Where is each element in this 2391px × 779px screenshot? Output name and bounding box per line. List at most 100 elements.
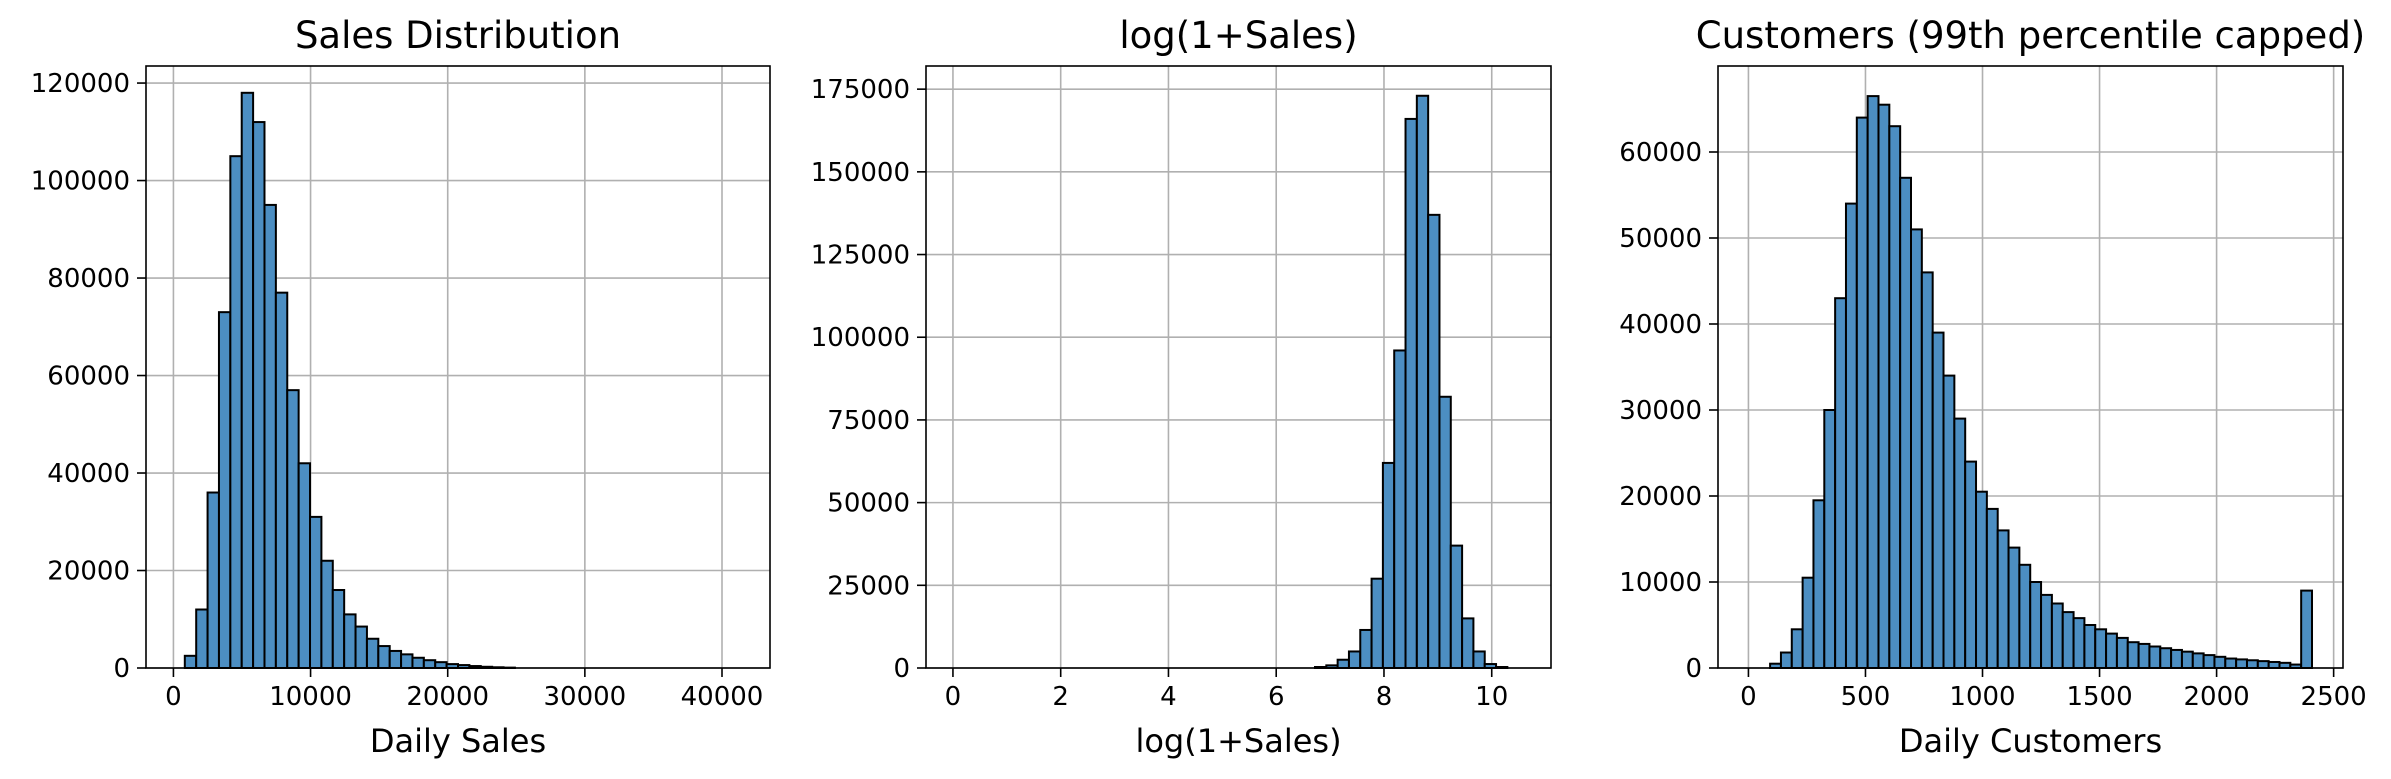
customers-histogram-bar-7 [1844, 202, 1858, 669]
sales-histogram-bar-7 [263, 203, 277, 670]
customers-x-tick-label-5: 2500 [2301, 682, 2367, 712]
customers-histogram-bar-34 [2137, 642, 2151, 669]
customers-y-tick-label-5: 50000 [1619, 224, 1702, 254]
sales-histogram-bar-10 [297, 462, 312, 669]
customers-histogram-bar-16 [1942, 374, 1956, 669]
sales-x-tick-label-2: 20000 [406, 682, 489, 712]
sales-histogram-bar-17 [377, 645, 391, 669]
log-sales-x-tick-label-5: 10 [1475, 682, 1508, 712]
customers-histogram-bar-4 [1812, 499, 1826, 669]
customers-histogram-bar-9 [1866, 95, 1880, 670]
customers-histogram-bar-39 [2191, 652, 2205, 670]
sales-histogram-bar-4 [229, 155, 243, 669]
customers-histogram-bar-46 [2267, 660, 2281, 669]
log-sales-x-axis-label: log(1+Sales) [1135, 722, 1341, 760]
customers-histogram-bar-13 [1910, 228, 1923, 669]
log-sales-y-tick-label-3: 75000 [827, 406, 910, 436]
customers-y-tick-label-0: 0 [1685, 654, 1702, 684]
sales-x-tick-label-1: 10000 [269, 682, 352, 712]
log-sales-y-tick-label-2: 50000 [827, 489, 910, 519]
customers-y-tick-label-6: 60000 [1619, 138, 1702, 168]
customers-histogram-bar-12 [1899, 176, 1913, 670]
customers-histogram-bar-42 [2224, 657, 2238, 669]
sales-histogram-bar-21 [422, 659, 437, 669]
sales-histogram-bar-11 [309, 515, 323, 669]
customers-histogram-bar-28 [2072, 617, 2086, 669]
customers-x-tick-label-4: 2000 [2184, 682, 2250, 712]
sales-y-tick-label-5: 100000 [31, 167, 130, 197]
log-sales-histogram-bar-2 [1336, 658, 1350, 670]
customers-histogram-bar-21 [1996, 529, 2010, 670]
customers-x-tick-label-2: 1000 [1949, 682, 2015, 712]
customers-histogram-bar-8 [1855, 116, 1869, 670]
customers-histogram-bar-11 [1888, 125, 1902, 669]
log-sales-histogram-bar-10 [1427, 213, 1441, 669]
customers-histogram-bar-5 [1823, 409, 1837, 669]
sales-histogram-bar-2 [206, 491, 220, 669]
customers-histogram-bar-32 [2115, 636, 2129, 670]
sales-histogram-bar-6 [252, 121, 266, 669]
customers-y-tick-label-3: 30000 [1619, 396, 1702, 426]
customers-histogram-bar-26 [2050, 602, 2064, 669]
sales-histogram-bar-15 [354, 625, 368, 669]
customers-histogram-bar-22 [2007, 546, 2021, 669]
customers-histogram-bar-49 [2300, 589, 2314, 669]
customers-histogram-bar-23 [2018, 563, 2032, 669]
log-sales-y-tick-label-7: 175000 [811, 75, 910, 105]
log-sales-y-tick-label-1: 25000 [827, 571, 910, 601]
customers-histogram-bar-31 [2105, 632, 2118, 669]
sales-histogram-bar-3 [217, 311, 232, 669]
log-sales-histogram-bar-13 [1461, 617, 1475, 670]
customers-panel: 0 500 1000 1500 2000 2500 0 10000 20000 30000 4000… [1619, 14, 2366, 760]
sales-y-tick-label-1: 20000 [47, 557, 130, 587]
sales-distribution-panel: 0 10000 20000 30000 40000 0 20000 40000 60000 800… [31, 14, 771, 760]
customers-histogram-bar-36 [2159, 647, 2173, 669]
log-sales-histogram-bar-6 [1381, 461, 1396, 669]
customers-histogram-bar-2 [1790, 628, 1804, 669]
customers-histogram-bar-40 [2202, 654, 2216, 669]
customers-y-tick-label-2: 20000 [1619, 482, 1702, 512]
log-sales-histogram-bar-7 [1393, 349, 1407, 669]
customers-histogram-bar-14 [1920, 271, 1934, 669]
sales-x-tick-label-3: 30000 [543, 682, 626, 712]
log-sales-y-tick-label-4: 100000 [811, 323, 910, 353]
sales-y-tick-label-2: 40000 [47, 459, 130, 489]
log-sales-x-tick-label-4: 8 [1376, 682, 1393, 712]
sales-x-axis-label: Daily Sales [370, 722, 546, 760]
sales-histogram-bar-0 [183, 654, 198, 670]
customers-histogram-bar-25 [2040, 593, 2053, 670]
sales-histogram-bar-8 [274, 291, 289, 669]
customers-chart-title: Customers (99th percentile capped) [1696, 14, 2365, 57]
sales-y-tick-label-4: 80000 [47, 264, 130, 294]
customers-y-tick-label-4: 40000 [1619, 310, 1702, 340]
sales-x-tick-label-0: 0 [165, 682, 182, 712]
sales-y-tick-label-3: 60000 [47, 362, 130, 392]
customers-histogram-bar-35 [2148, 645, 2162, 669]
log-sales-x-tick-label-3: 6 [1268, 682, 1285, 712]
log-sales-histogram-bar-14 [1472, 650, 1486, 670]
log-sales-histogram-bar-8 [1404, 117, 1418, 669]
customers-histogram-bar-37 [2170, 648, 2183, 670]
sales-histogram-bar-12 [320, 559, 334, 669]
customers-histogram-bar-44 [2245, 659, 2259, 670]
sales-x-tick-label-4: 40000 [681, 682, 764, 712]
customers-histogram-bar-24 [2029, 581, 2043, 669]
customers-histogram-bar-1 [1779, 651, 1793, 670]
customers-histogram-bar-33 [2126, 641, 2140, 670]
customers-x-tick-label-3: 1500 [2066, 682, 2132, 712]
customers-histogram-bar-18 [1964, 460, 1978, 669]
log-sales-chart-title: log(1+Sales) [1119, 14, 1357, 57]
sales-histogram-bar-1 [195, 608, 209, 669]
customers-histogram-bar-29 [2083, 624, 2097, 669]
log-sales-histogram-bar-11 [1438, 395, 1452, 669]
sales-histogram-bar-13 [331, 589, 346, 670]
customers-histogram-bar-10 [1877, 103, 1891, 669]
log-sales-histogram-bar-5 [1370, 577, 1384, 670]
sales-histogram-bar-16 [365, 637, 380, 670]
customers-histogram-bar-6 [1834, 297, 1847, 669]
customers-y-tick-label-1: 10000 [1619, 568, 1702, 598]
customers-histogram-bar-41 [2213, 655, 2227, 670]
log-sales-histogram-bar-3 [1347, 650, 1362, 670]
log-sales-histogram-bar-4 [1359, 628, 1373, 670]
sales-histogram-bar-20 [411, 656, 425, 669]
